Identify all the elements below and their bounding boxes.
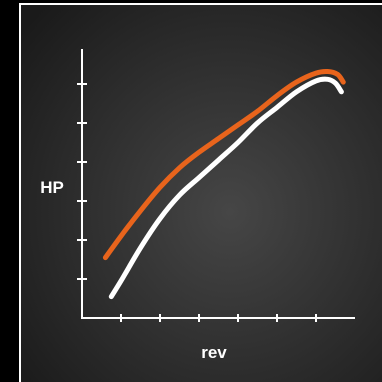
y-axis-ticks: [77, 83, 87, 280]
x-axis-label: rev: [201, 343, 227, 362]
white-hp-curve: [108, 76, 344, 300]
chart-frame: [19, 3, 382, 382]
series-layer: [102, 68, 346, 300]
axes: [81, 49, 355, 319]
chart-background: [20, 4, 382, 382]
orange-hp-curve: [102, 68, 346, 261]
x-axis-ticks: [120, 314, 317, 322]
y-axis-label: HP: [40, 178, 64, 197]
